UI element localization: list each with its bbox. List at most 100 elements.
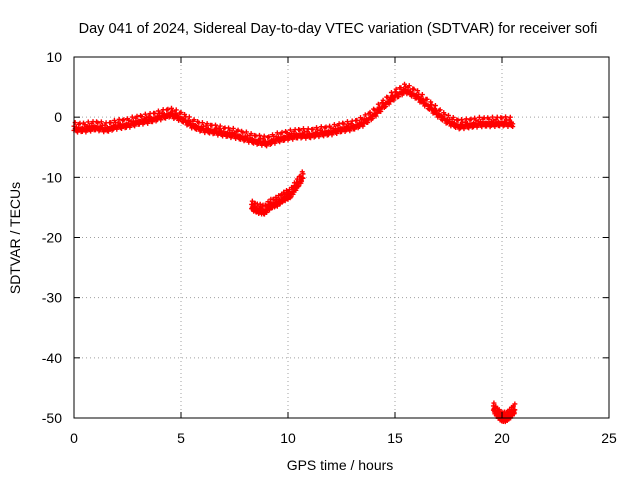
data-point bbox=[274, 203, 280, 209]
data-point bbox=[391, 97, 397, 103]
data-point bbox=[491, 400, 497, 406]
y-tick-label: -50 bbox=[42, 410, 62, 426]
data-point bbox=[212, 122, 218, 128]
data-point bbox=[512, 407, 518, 413]
y-axis-label: SDTVAR / TECUs bbox=[7, 182, 23, 294]
data-point bbox=[152, 110, 158, 116]
data-point bbox=[419, 92, 425, 98]
data-point bbox=[411, 86, 417, 92]
x-tick-label: 25 bbox=[601, 430, 617, 446]
data-point bbox=[300, 171, 306, 177]
data-point bbox=[126, 117, 132, 123]
data-point bbox=[186, 114, 192, 120]
data-point bbox=[373, 113, 379, 119]
data-point bbox=[360, 123, 366, 129]
data-point bbox=[396, 94, 402, 100]
data-point bbox=[249, 198, 255, 204]
data-point bbox=[507, 114, 513, 120]
data-series bbox=[490, 400, 518, 425]
y-tick-label: -10 bbox=[42, 169, 62, 185]
data-point bbox=[204, 121, 210, 127]
data-point bbox=[129, 114, 135, 120]
data-point bbox=[155, 108, 161, 114]
y-tick-label: 10 bbox=[46, 49, 62, 65]
data-point bbox=[290, 136, 296, 142]
data-point bbox=[415, 88, 421, 94]
data-point bbox=[393, 86, 399, 92]
axis-ticks: 0 5 10 15 20 25 10 0 -10 -20 -30 -40 -50 bbox=[42, 49, 617, 446]
data-point bbox=[446, 112, 451, 118]
data-point bbox=[463, 116, 469, 122]
data-point bbox=[142, 111, 148, 117]
data-point bbox=[489, 114, 495, 120]
data-point bbox=[248, 131, 254, 137]
data-point bbox=[365, 119, 371, 125]
data-point bbox=[266, 207, 272, 213]
data-point bbox=[499, 115, 505, 121]
data-point bbox=[503, 114, 509, 120]
x-tick-label: 15 bbox=[387, 430, 403, 446]
data-point bbox=[310, 126, 316, 132]
data-point bbox=[378, 108, 384, 114]
data-point bbox=[442, 112, 448, 118]
data-point bbox=[510, 124, 516, 130]
data-point bbox=[375, 101, 381, 107]
data-point bbox=[287, 195, 293, 201]
data-point bbox=[334, 130, 340, 136]
data-point bbox=[178, 109, 184, 115]
data-point bbox=[256, 132, 262, 138]
data-point bbox=[243, 129, 249, 135]
data-series bbox=[71, 81, 516, 149]
data-point bbox=[318, 124, 324, 130]
data-point bbox=[512, 401, 518, 407]
data-point bbox=[163, 115, 169, 121]
data-point bbox=[428, 99, 434, 105]
data-point bbox=[168, 105, 174, 111]
data-point bbox=[266, 134, 272, 140]
data-point bbox=[354, 117, 360, 123]
data-point bbox=[257, 201, 263, 207]
data-point bbox=[105, 128, 111, 134]
y-tick-label: -40 bbox=[42, 350, 62, 366]
x-tick-label: 5 bbox=[177, 430, 185, 446]
data-point bbox=[85, 119, 91, 125]
x-tick-label: 0 bbox=[70, 430, 78, 446]
data-point bbox=[88, 128, 94, 134]
data-point bbox=[297, 127, 303, 133]
data-point bbox=[323, 124, 329, 130]
chart-title: Day 041 of 2024, Sidereal Day-to-day VTE… bbox=[79, 21, 598, 37]
data-point bbox=[261, 133, 267, 139]
data-point bbox=[191, 117, 197, 123]
data-point bbox=[300, 175, 306, 181]
data-point bbox=[450, 114, 456, 120]
data-point bbox=[230, 125, 236, 131]
data-point bbox=[352, 126, 358, 132]
data-points bbox=[71, 81, 518, 425]
data-point bbox=[459, 116, 465, 122]
data-point bbox=[331, 122, 337, 128]
x-tick-label: 10 bbox=[280, 430, 296, 446]
data-point bbox=[149, 119, 155, 125]
y-tick-label: 0 bbox=[54, 109, 62, 125]
data-point bbox=[235, 127, 241, 133]
x-tick-label: 20 bbox=[494, 430, 510, 446]
data-point bbox=[287, 127, 293, 133]
data-point bbox=[344, 119, 350, 125]
data-point bbox=[95, 120, 101, 126]
data-point bbox=[274, 130, 280, 136]
data-point bbox=[429, 102, 435, 108]
data-point bbox=[288, 194, 294, 200]
data-point bbox=[217, 123, 223, 129]
data-point bbox=[406, 83, 412, 89]
data-point bbox=[293, 187, 299, 193]
data-point bbox=[240, 130, 246, 136]
data-point bbox=[121, 117, 127, 123]
data-point bbox=[277, 139, 283, 145]
data-point bbox=[437, 107, 443, 113]
data-point bbox=[432, 103, 438, 109]
data-point bbox=[424, 96, 430, 102]
data-point bbox=[108, 120, 114, 126]
data-point bbox=[173, 107, 179, 113]
